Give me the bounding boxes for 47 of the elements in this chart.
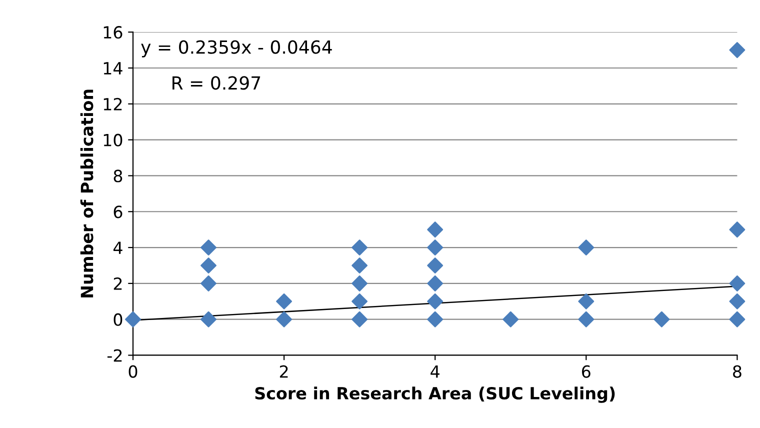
point (427, 258, 444, 274)
point (729, 42, 746, 58)
point (654, 311, 670, 328)
point (352, 311, 368, 328)
x-tick-label: 0 (128, 365, 138, 378)
point (352, 275, 368, 292)
y-tick-label: -2 (107, 349, 122, 362)
point (200, 240, 217, 256)
point (427, 293, 444, 310)
point (729, 222, 746, 238)
x-tick-label: 4 (430, 365, 440, 378)
point (427, 240, 444, 256)
point (352, 293, 368, 310)
point (729, 293, 746, 310)
y-tick-label: 8 (114, 170, 122, 182)
point (502, 311, 519, 328)
y-tick-label: 6 (114, 206, 122, 218)
point (427, 275, 444, 292)
point (729, 275, 746, 292)
point (578, 311, 594, 328)
point (578, 240, 594, 256)
point (578, 293, 594, 310)
y-tick-label: 12 (104, 98, 122, 110)
y-tick-label: 16 (104, 26, 122, 39)
point (200, 275, 217, 292)
annotation: y = 0.2359x - 0.0464 (141, 40, 332, 58)
annotation: R = 0.297 (172, 76, 260, 90)
x-tick-label: 2 (280, 365, 288, 378)
point (352, 240, 368, 256)
y-tick-label: 4 (113, 242, 122, 254)
point (352, 258, 368, 274)
point (125, 311, 141, 328)
point (200, 311, 217, 328)
y-tick-label: 0 (114, 313, 122, 326)
x-tick-label: 8 (733, 365, 742, 378)
point (276, 311, 292, 328)
y-tick-label: 10 (104, 134, 122, 146)
point (427, 222, 444, 238)
point (200, 258, 217, 274)
y-axis-title: Number of Publication (80, 90, 94, 298)
x-axis-title: Score in Research Area (SUC Leveling) (255, 386, 615, 403)
point (427, 311, 444, 328)
y-tick-label: 14 (104, 62, 122, 74)
y-tick-label: 2 (114, 277, 122, 290)
point (276, 293, 292, 310)
x-tick-label: 6 (582, 365, 590, 378)
point (729, 311, 746, 328)
